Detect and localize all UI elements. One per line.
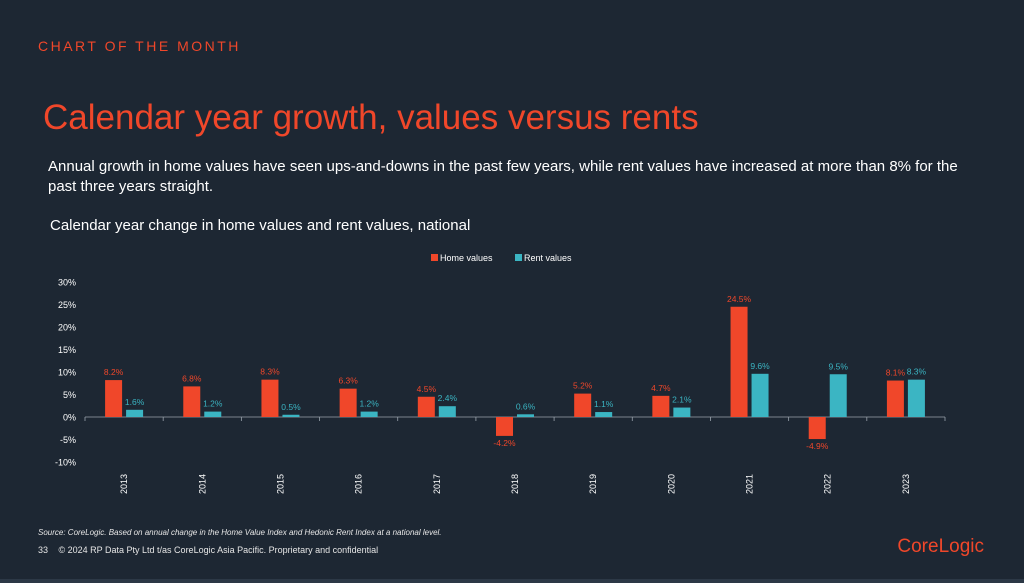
section-kicker: CHART OF THE MONTH: [38, 38, 241, 54]
y-tick-label: 5%: [63, 390, 76, 400]
rent-values-data-label: 2.1%: [672, 395, 692, 405]
x-tick-label: 2020: [666, 474, 676, 494]
x-tick-label: 2023: [901, 474, 911, 494]
home-values-bar: [808, 417, 826, 440]
y-tick-label: -10%: [55, 458, 76, 468]
rent-values-bar: [282, 414, 300, 417]
rent-values-bar: [517, 414, 534, 417]
rent-values-bar: [907, 379, 925, 417]
y-tick-label: 20%: [58, 323, 76, 333]
rent-values-data-label: 0.5%: [281, 402, 301, 412]
page-subtitle: Annual growth in home values have seen u…: [48, 158, 958, 195]
home-values-bar: [183, 386, 201, 417]
home-values-bar: [730, 306, 748, 417]
x-tick-label: 2017: [432, 474, 442, 494]
chart-title: Calendar year change in home values and …: [50, 217, 471, 234]
x-tick-label: 2019: [588, 474, 598, 494]
y-tick-label: 15%: [58, 345, 76, 355]
rent-values-bar: [360, 411, 378, 417]
rent-values-data-label: 1.1%: [594, 399, 614, 409]
rent-values-bar: [673, 407, 691, 417]
rent-values-data-label: 0.6%: [516, 401, 536, 411]
legend-home-values-label: Home values: [440, 253, 493, 263]
y-tick-label: 10%: [58, 368, 76, 378]
x-tick-label: 2018: [510, 474, 520, 494]
y-tick-label: 0%: [63, 413, 76, 423]
y-tick-label: -5%: [60, 435, 76, 445]
x-tick-label: 2014: [197, 474, 207, 494]
footer: 33 © 2024 RP Data Pty Ltd t/as CoreLogic…: [38, 545, 378, 555]
home-values-data-label: 4.7%: [651, 383, 671, 393]
x-tick-label: 2021: [745, 474, 755, 494]
rent-values-bar: [204, 411, 222, 417]
rent-values-data-label: 1.2%: [203, 399, 223, 409]
x-tick-label: 2022: [823, 474, 833, 494]
home-values-bar: [496, 417, 513, 436]
copyright-text: © 2024 RP Data Pty Ltd t/as CoreLogic As…: [58, 545, 379, 555]
x-tick-label: 2013: [119, 474, 129, 494]
home-values-data-label: 4.5%: [417, 384, 437, 394]
home-values-data-label: 6.8%: [182, 373, 202, 383]
home-values-bar: [339, 388, 357, 417]
home-values-data-label: 8.1%: [886, 368, 906, 378]
home-values-data-label: -4.2%: [493, 438, 516, 448]
x-tick-label: 2015: [275, 474, 285, 494]
home-values-data-label: 8.2%: [104, 367, 124, 377]
rent-values-data-label: 2.4%: [438, 393, 458, 403]
home-values-data-label: 8.3%: [260, 367, 280, 377]
y-tick-label: 30%: [58, 278, 76, 288]
rent-values-data-label: 9.5%: [829, 361, 849, 371]
y-tick-label: 25%: [58, 300, 76, 310]
home-values-bar: [417, 396, 435, 417]
home-values-bar: [652, 395, 670, 417]
rent-values-bar: [595, 412, 613, 417]
home-values-bar: [574, 393, 592, 417]
home-values-data-label: 6.3%: [338, 376, 358, 386]
rent-values-bar: [829, 374, 847, 417]
rent-values-data-label: 1.6%: [125, 397, 145, 407]
legend-home-values-swatch: [431, 254, 438, 261]
page-title: Calendar year growth, values versus rent…: [43, 98, 699, 137]
legend-rent-values-label: Rent values: [524, 253, 572, 263]
x-tick-label: 2016: [354, 474, 364, 494]
home-values-data-label: 24.5%: [727, 294, 752, 304]
rent-values-bar: [751, 373, 769, 417]
corelogic-logo: CoreLogic: [897, 536, 984, 557]
bottom-divider: [0, 579, 1024, 583]
home-values-bar: [261, 379, 279, 417]
home-values-bar: [105, 380, 123, 417]
rent-values-data-label: 9.6%: [750, 361, 770, 371]
page-number: 33: [38, 545, 49, 555]
home-values-bar: [886, 380, 904, 417]
home-values-data-label: 5.2%: [573, 381, 593, 391]
rent-values-data-label: 8.3%: [907, 367, 927, 377]
rent-values-bar: [438, 406, 456, 417]
rent-values-bar: [126, 409, 144, 417]
home-values-data-label: -4.9%: [806, 441, 829, 451]
rent-values-data-label: 1.2%: [359, 399, 379, 409]
source-note: Source: CoreLogic. Based on annual chang…: [38, 528, 442, 537]
legend-rent-values-swatch: [515, 254, 522, 261]
